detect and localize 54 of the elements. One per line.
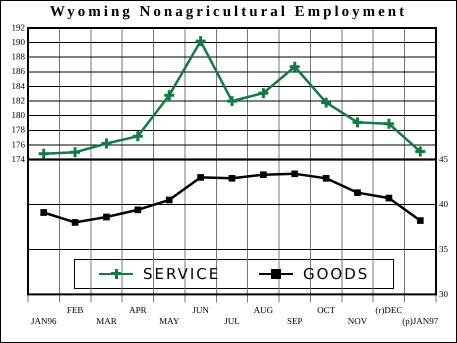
y2-tick-label: 30 bbox=[439, 288, 448, 299]
x-tick-label: (p)JAN97 bbox=[402, 316, 439, 326]
x-tick-label: JAN96 bbox=[30, 316, 57, 326]
x-tick-label: (r)DEC bbox=[375, 305, 402, 316]
y-tick-label: 184 bbox=[12, 80, 26, 91]
x-tick-label: NOV bbox=[348, 316, 368, 326]
point bbox=[288, 60, 302, 74]
point bbox=[291, 170, 298, 178]
legend-label: GOODS bbox=[303, 264, 370, 283]
x-tick-label: APR bbox=[129, 305, 147, 316]
x-tick-label: SEP bbox=[287, 316, 303, 326]
y-tick-label: 192 bbox=[12, 22, 25, 32]
point bbox=[320, 96, 333, 110]
point bbox=[322, 175, 330, 182]
x-tick-label: FEB bbox=[66, 305, 84, 316]
y2-tick-label: 35 bbox=[439, 244, 448, 254]
x-tick-label: MAR bbox=[96, 316, 117, 326]
y-tick-label: 174 bbox=[12, 154, 26, 164]
point bbox=[197, 174, 204, 181]
point bbox=[162, 88, 176, 102]
point bbox=[354, 190, 361, 196]
point bbox=[100, 137, 113, 150]
y-tick-label: 188 bbox=[12, 52, 26, 62]
legend-label: SERVICE bbox=[143, 264, 220, 283]
point bbox=[40, 209, 48, 216]
y-tick-label: 180 bbox=[12, 110, 26, 120]
point bbox=[166, 196, 173, 204]
point bbox=[226, 94, 238, 108]
point bbox=[194, 34, 208, 48]
y2-tick-label: 40 bbox=[439, 198, 448, 209]
point bbox=[228, 175, 236, 182]
point bbox=[351, 116, 364, 129]
y-tick-label: 182 bbox=[12, 95, 25, 106]
x-tick-label: MAY bbox=[159, 316, 180, 326]
point bbox=[68, 146, 82, 159]
point bbox=[256, 86, 270, 100]
point bbox=[103, 214, 110, 221]
y-tick-label: 190 bbox=[12, 36, 26, 47]
y-tick-label: 178 bbox=[12, 124, 26, 135]
chart-title: Wyoming Nonagricultural Employment bbox=[48, 4, 408, 21]
point bbox=[131, 130, 144, 143]
point bbox=[416, 217, 424, 224]
y-tick-label: 186 bbox=[12, 66, 26, 76]
point bbox=[382, 117, 396, 130]
x-tick-label: JUN bbox=[192, 305, 210, 316]
y-tick-label: 176 bbox=[12, 139, 26, 150]
point bbox=[260, 172, 267, 178]
x-tick-label: AUG bbox=[254, 305, 274, 316]
point bbox=[134, 206, 142, 214]
x-tick-label: JUL bbox=[224, 316, 240, 326]
point bbox=[386, 194, 392, 202]
x-tick-label: OCT bbox=[317, 305, 336, 316]
y2-tick-label: 45 bbox=[439, 154, 448, 164]
point bbox=[72, 219, 78, 226]
